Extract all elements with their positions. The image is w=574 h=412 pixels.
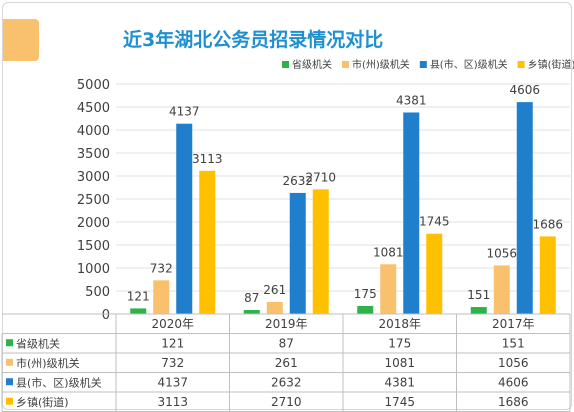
table-cell: 4606 bbox=[498, 375, 529, 389]
table-cell: 1081 bbox=[384, 356, 415, 370]
y-tick-label: 2000 bbox=[77, 216, 110, 231]
table-series-label: 省级机关 bbox=[16, 336, 60, 350]
data-label: 3113 bbox=[192, 152, 223, 166]
y-tick-label: 3000 bbox=[77, 170, 110, 185]
table-cell: 1686 bbox=[498, 395, 529, 409]
legend-swatch bbox=[419, 61, 427, 68]
data-label: 4606 bbox=[509, 83, 540, 97]
x-category-label: 2020年 bbox=[151, 317, 194, 331]
bar bbox=[493, 265, 510, 314]
y-tick-label: 4500 bbox=[77, 101, 110, 116]
chart-title: 近3年湖北公务员招录情况对比 bbox=[123, 29, 384, 51]
table-cell: 261 bbox=[275, 356, 298, 370]
legend-label: 市(州)级机关 bbox=[352, 58, 410, 71]
data-label: 732 bbox=[150, 261, 173, 275]
data-label: 2710 bbox=[305, 170, 336, 184]
y-tick-label: 5000 bbox=[77, 78, 110, 93]
legend-swatch bbox=[517, 61, 525, 68]
bar bbox=[199, 170, 216, 314]
y-tick-label: 4000 bbox=[77, 124, 110, 139]
data-label: 1081 bbox=[373, 245, 404, 259]
data-label: 87 bbox=[244, 291, 259, 305]
legend-swatch bbox=[282, 61, 289, 68]
bar bbox=[403, 112, 420, 314]
data-label: 1686 bbox=[532, 217, 563, 231]
y-tick-label: 0 bbox=[102, 308, 110, 323]
table-cell: 151 bbox=[502, 336, 525, 350]
table-swatch bbox=[6, 397, 13, 405]
table-swatch bbox=[6, 358, 13, 366]
data-label: 1745 bbox=[419, 215, 450, 229]
y-tick-label: 3500 bbox=[77, 147, 110, 162]
bar bbox=[130, 308, 147, 314]
bar bbox=[266, 301, 283, 314]
y-tick-label: 500 bbox=[85, 285, 110, 300]
table-cell: 175 bbox=[388, 336, 411, 350]
data-label: 1056 bbox=[486, 246, 517, 260]
bar bbox=[380, 264, 397, 314]
table-cell: 4381 bbox=[384, 375, 415, 389]
table-series-label: 县(市、区)级机关 bbox=[16, 375, 102, 389]
table-swatch bbox=[6, 378, 13, 386]
table-series-label: 市(州)级机关 bbox=[16, 356, 80, 370]
bar bbox=[539, 236, 556, 314]
bar bbox=[516, 102, 533, 315]
y-tick-label: 2500 bbox=[77, 193, 110, 208]
decor-block bbox=[3, 19, 39, 61]
bar bbox=[243, 309, 260, 314]
data-label: 175 bbox=[354, 287, 377, 301]
data-label: 121 bbox=[127, 289, 150, 303]
legend-label: 省级机关 bbox=[292, 58, 332, 71]
table-series-label: 乡镇(街道) bbox=[16, 395, 69, 409]
bar bbox=[153, 280, 170, 314]
table-cell: 2710 bbox=[271, 395, 302, 409]
x-category-label: 2017年 bbox=[492, 317, 535, 331]
table-cell: 121 bbox=[161, 336, 184, 350]
bar bbox=[176, 123, 193, 314]
table-swatch bbox=[6, 339, 13, 347]
table-cell: 87 bbox=[279, 336, 294, 350]
bar bbox=[426, 233, 443, 314]
table-cell: 1056 bbox=[498, 356, 529, 370]
data-label: 261 bbox=[263, 283, 286, 297]
bar bbox=[357, 305, 374, 314]
table-cell: 3113 bbox=[157, 395, 188, 409]
bar bbox=[470, 307, 487, 314]
data-label: 4137 bbox=[169, 105, 200, 119]
data-label: 2632 bbox=[282, 174, 313, 188]
bar bbox=[289, 192, 306, 314]
table-cell: 2632 bbox=[271, 375, 302, 389]
data-label: 151 bbox=[467, 288, 490, 302]
legend-swatch bbox=[342, 61, 349, 68]
table-cell: 4137 bbox=[157, 375, 188, 389]
table-cell: 1745 bbox=[384, 395, 415, 409]
y-tick-label: 1500 bbox=[77, 239, 110, 254]
bar bbox=[312, 189, 329, 314]
table-cell: 732 bbox=[161, 356, 184, 370]
data-label: 4381 bbox=[396, 93, 427, 107]
legend-label: 乡镇(街道) bbox=[528, 58, 574, 71]
x-category-label: 2019年 bbox=[265, 317, 308, 331]
y-tick-label: 1000 bbox=[77, 262, 110, 277]
x-category-label: 2018年 bbox=[378, 317, 421, 331]
legend-label: 县(市、区)级机关 bbox=[430, 58, 508, 71]
